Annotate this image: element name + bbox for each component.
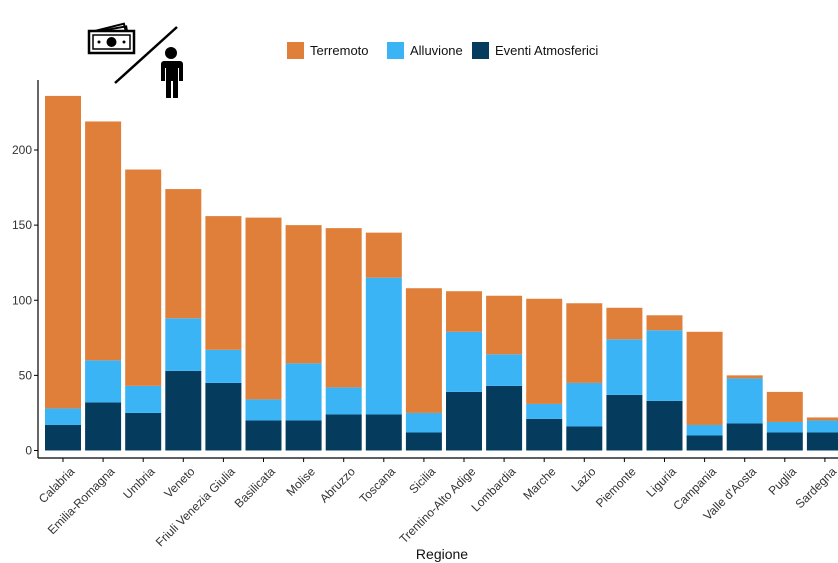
x-tick-label-marche: Marche (520, 464, 558, 502)
bar-eventi-atmosferici-campania (686, 435, 723, 451)
money-bills-icon (87, 22, 136, 55)
bar-alluvione-veneto (165, 318, 202, 371)
bar-terremoto-toscana (365, 232, 402, 278)
bar-eventi-atmosferici-toscana (365, 414, 402, 451)
bar-alluvione-sardegna (806, 420, 838, 433)
x-axis-title: Regione (416, 546, 468, 562)
bar-alluvione-valle-d-aosta (726, 378, 763, 424)
bar-alluvione-lazio (566, 382, 603, 427)
bar-alluvione-piemonte (606, 339, 643, 395)
bar-alluvione-puglia (766, 421, 803, 433)
bar-terremoto-piemonte (606, 307, 643, 340)
x-tick-label-veneto: Veneto (161, 464, 198, 501)
divider-slash (114, 26, 178, 84)
bar-alluvione-abruzzo (325, 387, 362, 415)
bar-terremoto-valle-d-aosta (726, 375, 763, 379)
bar-alluvione-basilicata (245, 399, 282, 421)
x-tick-label-trentino-alto-adige: Trentino-Alto Adige (397, 464, 479, 546)
bar-eventi-atmosferici-marche (526, 418, 563, 451)
bar-terremoto-abruzzo (325, 228, 362, 388)
x-tick-label-toscana: Toscana (357, 464, 399, 506)
bar-terremoto-lazio (566, 303, 603, 383)
bar-alluvione-campania (686, 424, 723, 436)
bar-alluvione-calabria (45, 408, 81, 425)
bar-alluvione-emilia-romagna (85, 360, 122, 403)
bar-eventi-atmosferici-valle-d-aosta (726, 423, 763, 451)
bar-terremoto-friuli-venezia-giulia (205, 216, 242, 350)
bar-terremoto-marche (526, 298, 563, 404)
bar-terremoto-emilia-romagna (85, 121, 122, 361)
bar-terremoto-sicilia (405, 288, 442, 413)
x-tick-label-abruzzo: Abruzzo (317, 464, 358, 505)
bar-eventi-atmosferici-sicilia (405, 432, 442, 451)
legend-label-terremoto: Terremoto (310, 43, 369, 58)
bar-eventi-atmosferici-lombardia (486, 385, 523, 451)
legend-label-eventi-atmosferici: Eventi Atmosferici (495, 43, 598, 58)
x-tick-label-umbria: Umbria (120, 464, 157, 501)
x-tick-label-lombardia: Lombardia (468, 464, 518, 514)
bar-terremoto-liguria (646, 315, 683, 331)
bar-alluvione-friuli-venezia-giulia (205, 349, 242, 383)
y-tick-label: 200 (12, 143, 32, 157)
bar-eventi-atmosferici-puglia (766, 432, 803, 451)
bar-eventi-atmosferici-friuli-venezia-giulia (205, 382, 242, 451)
bar-eventi-atmosferici-abruzzo (325, 414, 362, 451)
x-tick-label-sardegna: Sardegna (793, 464, 838, 511)
bar-terremoto-calabria (45, 95, 81, 409)
y-tick-label: 100 (12, 293, 32, 307)
bar-alluvione-liguria (646, 330, 683, 401)
bar-alluvione-molise (285, 363, 322, 421)
bar-terremoto-trentino-alto-adige (446, 291, 482, 332)
legend-swatch-terremoto (287, 42, 304, 59)
legend: Terremoto Alluvione Eventi Atmosferici (287, 42, 598, 59)
bar-terremoto-umbria (125, 169, 162, 386)
bar-terremoto-puglia (766, 391, 803, 422)
legend-swatch-alluvione (387, 42, 404, 59)
y-tick-label: 50 (19, 368, 33, 382)
legend-swatch-eventi-atmosferici (472, 42, 489, 59)
x-tick-label-sicilia: Sicilia (406, 464, 438, 496)
y-tick-label: 0 (25, 444, 32, 458)
bar-eventi-atmosferici-basilicata (245, 420, 282, 451)
y-tick-label: 150 (12, 218, 32, 232)
bar-eventi-atmosferici-molise (285, 420, 322, 451)
bar-alluvione-sicilia (405, 412, 442, 433)
bars-group (45, 95, 838, 451)
bar-eventi-atmosferici-liguria (646, 400, 683, 451)
y-axis-ticks: 0 50 100 150 200 (12, 143, 38, 458)
bar-eventi-atmosferici-piemonte (606, 394, 643, 451)
bar-eventi-atmosferici-lazio (566, 426, 603, 451)
x-tick-label-molise: Molise (284, 464, 319, 499)
x-tick-label-piemonte: Piemonte (593, 464, 639, 510)
x-tick-label-liguria: Liguria (643, 464, 679, 500)
bar-alluvione-toscana (365, 277, 402, 415)
bar-terremoto-lombardia (486, 295, 523, 355)
bar-eventi-atmosferici-trentino-alto-adige (446, 391, 482, 451)
bar-terremoto-molise (285, 225, 322, 364)
bar-alluvione-marche (526, 403, 563, 419)
person-icon (161, 47, 183, 98)
x-tick-label-friuli-venezia-giulia: Friuli Venezia Giulia (153, 464, 238, 549)
bar-alluvione-trentino-alto-adige (446, 331, 482, 392)
bar-eventi-atmosferici-veneto (165, 370, 202, 451)
bar-terremoto-sardegna (806, 417, 838, 421)
bar-eventi-atmosferici-emilia-romagna (85, 402, 122, 451)
bar-terremoto-basilicata (245, 217, 282, 400)
bar-eventi-atmosferici-sardegna (806, 432, 838, 451)
legend-label-alluvione: Alluvione (410, 43, 463, 58)
bar-terremoto-campania (686, 331, 723, 425)
x-tick-label-puglia: Puglia (766, 464, 800, 498)
x-tick-label-lazio: Lazio (568, 464, 598, 494)
bar-alluvione-umbria (125, 385, 162, 413)
bar-eventi-atmosferici-calabria (45, 424, 81, 451)
bar-alluvione-lombardia (486, 354, 523, 386)
bar-eventi-atmosferici-umbria (125, 412, 162, 451)
bar-terremoto-veneto (165, 189, 202, 319)
x-tick-label-basilicata: Basilicata (232, 464, 278, 510)
